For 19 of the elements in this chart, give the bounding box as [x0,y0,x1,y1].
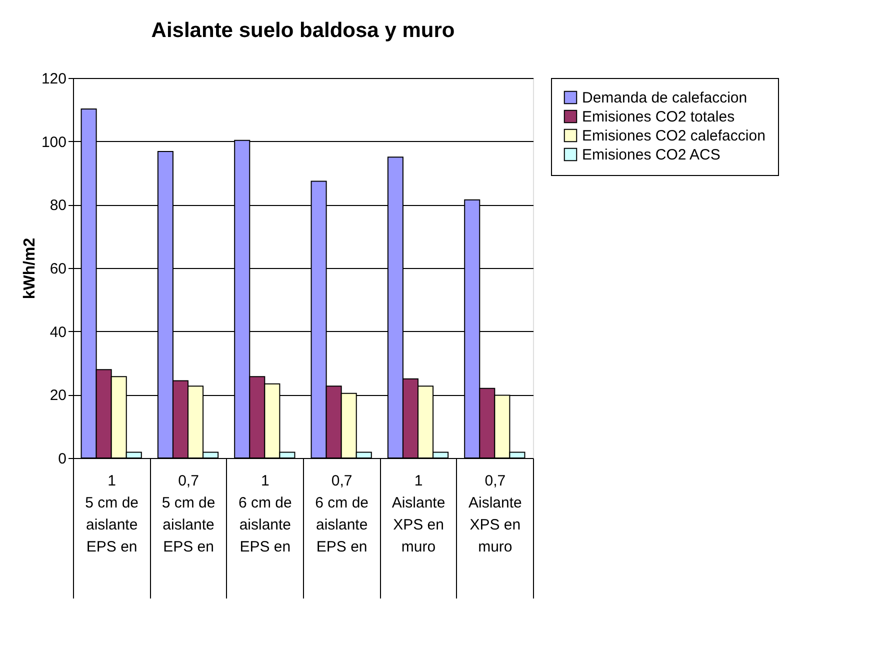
legend-label: Emisiones CO2 calefaccion [582,128,766,144]
y-tick-label: 0 [58,450,66,468]
legend-label: Emisiones CO2 ACS [582,146,720,164]
legend-label: Demanda de calefaccion [582,90,748,106]
x-tick-label: 1 5 cm de aislante EPS en [85,472,139,556]
x-tick-label: 0,7 6 cm de aislante EPS en [315,472,369,556]
x-tick-label: 0,7 5 cm de aislante EPS en [162,472,216,556]
y-tick-label: 20 [50,387,66,404]
x-tick-label: 0,7 Aislante XPS en muro [468,472,522,556]
y-tick-label: 40 [50,324,66,341]
y-axis-title: kWh/m2 [21,238,38,300]
y-tick-label: 60 [50,260,66,278]
chart-title: Aislante suelo baldosa y muro [151,19,455,42]
y-tick-label: 120 [41,70,66,88]
x-tick-label: 1 6 cm de aislante EPS en [238,472,292,556]
y-tick-label: 80 [50,197,66,214]
x-tick-label: 1 Aislante XPS en muro [392,472,446,556]
legend-label: Emisiones CO2 totales [582,108,735,126]
y-tick-label: 100 [41,134,66,151]
